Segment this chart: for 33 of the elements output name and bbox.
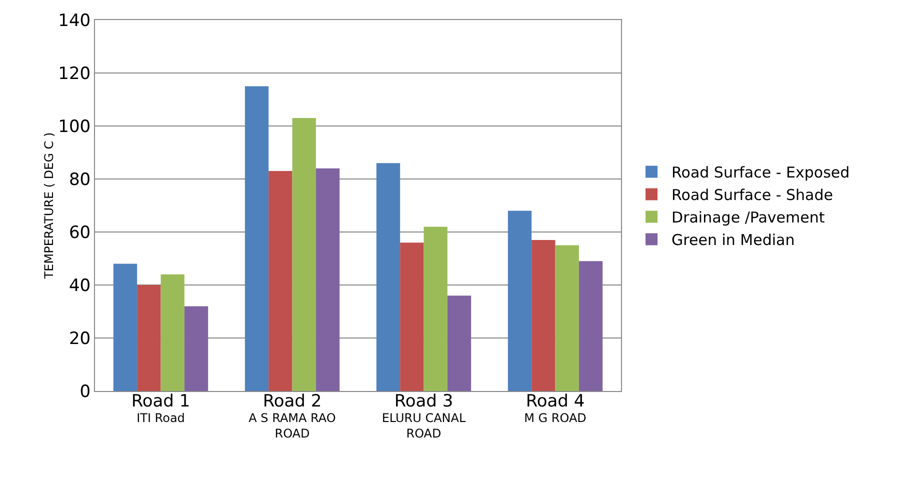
bar [268,171,292,391]
y-tick-label: 0 [80,382,91,402]
bar [244,86,269,391]
y-tick-label: 120 [58,64,91,84]
bar [113,264,138,391]
y-tick-label: 20 [68,328,91,349]
bar [508,210,532,391]
bar [555,245,579,391]
legend-label: Green in Median [672,231,795,250]
bar [424,226,448,391]
bar [316,168,340,391]
legend-label: Drainage /Pavement [672,208,825,227]
y-axis-title: TEMPERATURE ( DEG C ) [42,132,56,280]
legend-label: Road Surface - Exposed [672,164,850,182]
y-tick-label: 60 [68,222,91,243]
x-tick-label: Road 1 ITI Road [131,391,190,425]
bar [447,296,472,391]
bar [400,242,424,391]
x-tick-label: Road 4 M G ROAD [524,391,586,425]
bar [532,240,556,391]
bar [292,118,316,391]
x-tick-label: Road 2 A S RAMA RAO ROAD [248,391,336,441]
y-tick-label: 140 [58,10,91,31]
y-tick-label: 100 [58,116,91,137]
legend-label: Road Surface - Shade [672,186,834,204]
y-tick-label: 80 [68,170,91,190]
bar [376,163,400,391]
y-tick-label: 40 [68,276,91,296]
x-tick-label: Road 3 ELURU CANAL ROAD [382,391,466,441]
bar [578,261,603,391]
bar [137,285,161,391]
bar [184,306,208,391]
bar [160,274,184,391]
